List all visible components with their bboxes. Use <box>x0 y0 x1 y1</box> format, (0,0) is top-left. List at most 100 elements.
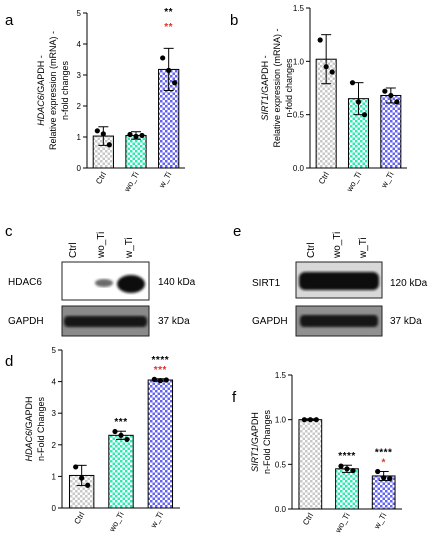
y-tick-label: 0.5 <box>293 111 305 120</box>
x-category-label: Ctrl <box>317 170 331 185</box>
bar <box>125 134 147 169</box>
data-point <box>387 476 393 482</box>
data-point <box>73 464 79 470</box>
data-point <box>166 67 172 73</box>
data-point <box>323 64 329 70</box>
x-category-label: wo_Ti <box>122 170 141 194</box>
x-category-label: Ctrl <box>94 170 108 185</box>
data-point <box>133 133 139 139</box>
data-point <box>361 112 368 118</box>
data-point <box>172 80 178 86</box>
blot-e-lane-label: w_Ti <box>358 237 369 259</box>
blot-e-row-label: GAPDH <box>252 316 288 327</box>
data-point <box>307 417 313 423</box>
data-point <box>355 99 362 105</box>
blot-panel-e: Ctrl wo_Ti w_Ti SIRT1 120 kDa GAPDH 37 k… <box>252 232 428 337</box>
blot-e-lane-label: Ctrl <box>306 242 317 258</box>
x-category-label: wo_Ti <box>344 170 363 194</box>
y-tick-label: 3 <box>52 409 57 418</box>
y-axis-label-line2: Relative expression (mRNA) - <box>272 28 282 147</box>
data-point <box>106 142 112 148</box>
x-category-label: w_Ti <box>148 510 165 530</box>
y-tick-label: 1 <box>77 133 82 142</box>
blot-c-gapdh-band <box>64 316 147 327</box>
panel-letter-d: d <box>5 353 13 370</box>
blot-c-row-size: 140 kDa <box>158 277 196 288</box>
y-tick-label: 5 <box>52 346 57 355</box>
data-point <box>381 475 387 481</box>
blot-c-lane-label: w_Ti <box>124 237 135 259</box>
data-point <box>382 88 388 94</box>
y-axis-label-line2: n-Fold Changes <box>36 396 46 461</box>
x-category-label: Ctrl <box>72 510 86 525</box>
blot-e-row-size: 120 kDa <box>390 278 428 289</box>
bar <box>335 468 359 510</box>
data-point <box>79 475 85 481</box>
bar <box>68 474 95 509</box>
data-point <box>394 99 400 105</box>
panel-letter-a: a <box>5 12 14 29</box>
panel-letter-b: b <box>230 12 238 29</box>
y-tick-label: 1.5 <box>293 4 305 13</box>
data-point <box>350 467 356 474</box>
y-tick-label: 4 <box>77 40 82 49</box>
y-tick-label: 2 <box>77 102 82 111</box>
blot-c-row-label: GAPDH <box>8 316 44 327</box>
chart-b: 0.0 0.5 1.0 1.5 SIRT1/GAPDH - Relative expres… <box>260 4 407 194</box>
significance-mark: **** <box>152 355 170 366</box>
y-tick-label: 3 <box>77 71 82 80</box>
y-axis-label-line1: SIRT1/GAPDH - <box>260 55 270 120</box>
x-category-label: wo_Ti <box>333 511 352 535</box>
data-point <box>94 128 100 134</box>
data-point <box>375 468 381 475</box>
data-point <box>349 80 356 86</box>
x-category-label: w_Ti <box>157 170 174 190</box>
y-tick-label: 4 <box>52 378 57 387</box>
blot-c-row-label: HDAC6 <box>8 277 42 288</box>
blot-panel-c: Ctrl wo_Ti w_Ti HDAC6 140 kDa GAPDH 37 k… <box>8 232 196 337</box>
y-tick-label: 0.0 <box>293 164 305 173</box>
y-tick-label: 0.0 <box>275 505 287 514</box>
significance-mark: *** <box>154 365 167 376</box>
y-tick-label: 0 <box>77 164 82 173</box>
significance-mark: ** <box>164 22 173 33</box>
y-axis-label-line2: Relative expression (mRNA) - <box>48 31 58 150</box>
bar <box>298 419 323 510</box>
x-category-label: w_Ti <box>372 511 389 531</box>
blot-e-lane-label: wo_Ti <box>332 232 343 259</box>
significance-mark: * <box>381 457 385 468</box>
panel-letter-f: f <box>232 389 237 406</box>
blot-c-lane-label: Ctrl <box>68 242 79 258</box>
data-point <box>157 378 163 384</box>
blot-e-protein-band <box>299 272 379 290</box>
y-tick-label: 1.5 <box>275 371 287 380</box>
data-point <box>338 463 344 469</box>
x-category-label: w_Ti <box>379 170 396 190</box>
data-point <box>151 376 157 382</box>
data-point <box>127 131 133 138</box>
blot-e-row-size: 37 kDa <box>390 316 422 327</box>
chart-a: 0 1 2 3 4 5 HDAC6/GAPDH - Relative expression (… <box>36 7 185 194</box>
data-point <box>112 428 118 435</box>
data-point <box>85 482 91 488</box>
bar <box>147 379 174 509</box>
y-axis-label-line1: HDAC6/GAPDH <box>24 396 34 461</box>
bar <box>108 434 134 509</box>
data-point <box>100 131 106 137</box>
data-point <box>160 55 166 61</box>
data-point <box>313 417 319 423</box>
chart-f: 0.0 0.5 1.0 1.5 SIRT1/GAPDH n-Fold Changes Ctr… <box>250 371 402 535</box>
chart-d: 0 1 2 3 4 5 HDAC6/GAPDH n-Fold Changes Ctrl wo_Ti… <box>24 346 180 534</box>
y-axis-label-line1: HDAC6/GAPDH - <box>36 55 46 126</box>
significance-mark: ** <box>164 7 173 18</box>
y-axis-label-line1: SIRT1/GAPDH <box>250 412 260 472</box>
bar <box>380 94 402 169</box>
x-category-label: Ctrl <box>301 511 315 526</box>
data-point <box>124 436 130 443</box>
panel-letter-c: c <box>5 223 13 240</box>
y-tick-label: 0 <box>52 504 57 513</box>
data-point <box>344 466 350 472</box>
panel-letter-e: e <box>233 223 241 240</box>
y-tick-label: 2 <box>52 441 57 450</box>
